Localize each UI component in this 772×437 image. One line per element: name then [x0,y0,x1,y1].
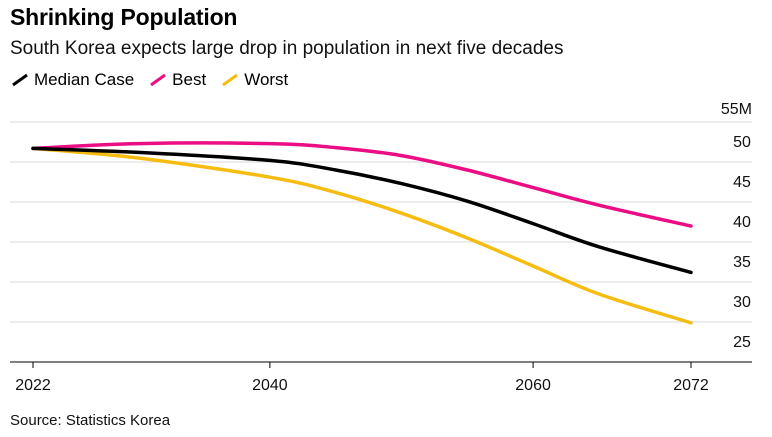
legend-label-median: Median Case [34,70,135,89]
chart-title: Shrinking Population [10,4,238,30]
source-note: Source: Statistics Korea [10,412,171,429]
y-tick-label-45: 45 [733,174,751,191]
y-tick-label-55: 55M [721,101,752,118]
y-tick-label-30: 30 [733,294,751,311]
legend-item-best: Best [148,70,206,90]
x-tick-label-2072: 2072 [673,377,709,394]
legend-swatch-worst [222,73,239,87]
chart-subtitle: South Korea expects large drop in popula… [10,38,564,59]
y-tick-label-25: 25 [733,334,751,351]
x-tick-label-2060: 2060 [515,377,551,394]
legend-swatch-best [150,73,167,87]
legend-swatch-median [12,73,28,87]
series-line-median-case [31,146,693,275]
legend-item-median: Median Case [10,70,134,90]
legend: Median Case Best Worst [10,70,302,90]
legend-item-worst: Worst [220,70,288,90]
y-tick-label-40: 40 [733,214,751,231]
y-tick-label-35: 35 [733,254,751,271]
x-tick-label-2040: 2040 [252,377,288,394]
x-tick-label-2022: 2022 [15,377,51,394]
series-line-worst [31,146,693,325]
y-tick-label-50: 50 [733,134,751,151]
legend-label-worst: Worst [244,70,289,89]
legend-label-best: Best [172,70,207,89]
series-line-best [31,141,693,228]
